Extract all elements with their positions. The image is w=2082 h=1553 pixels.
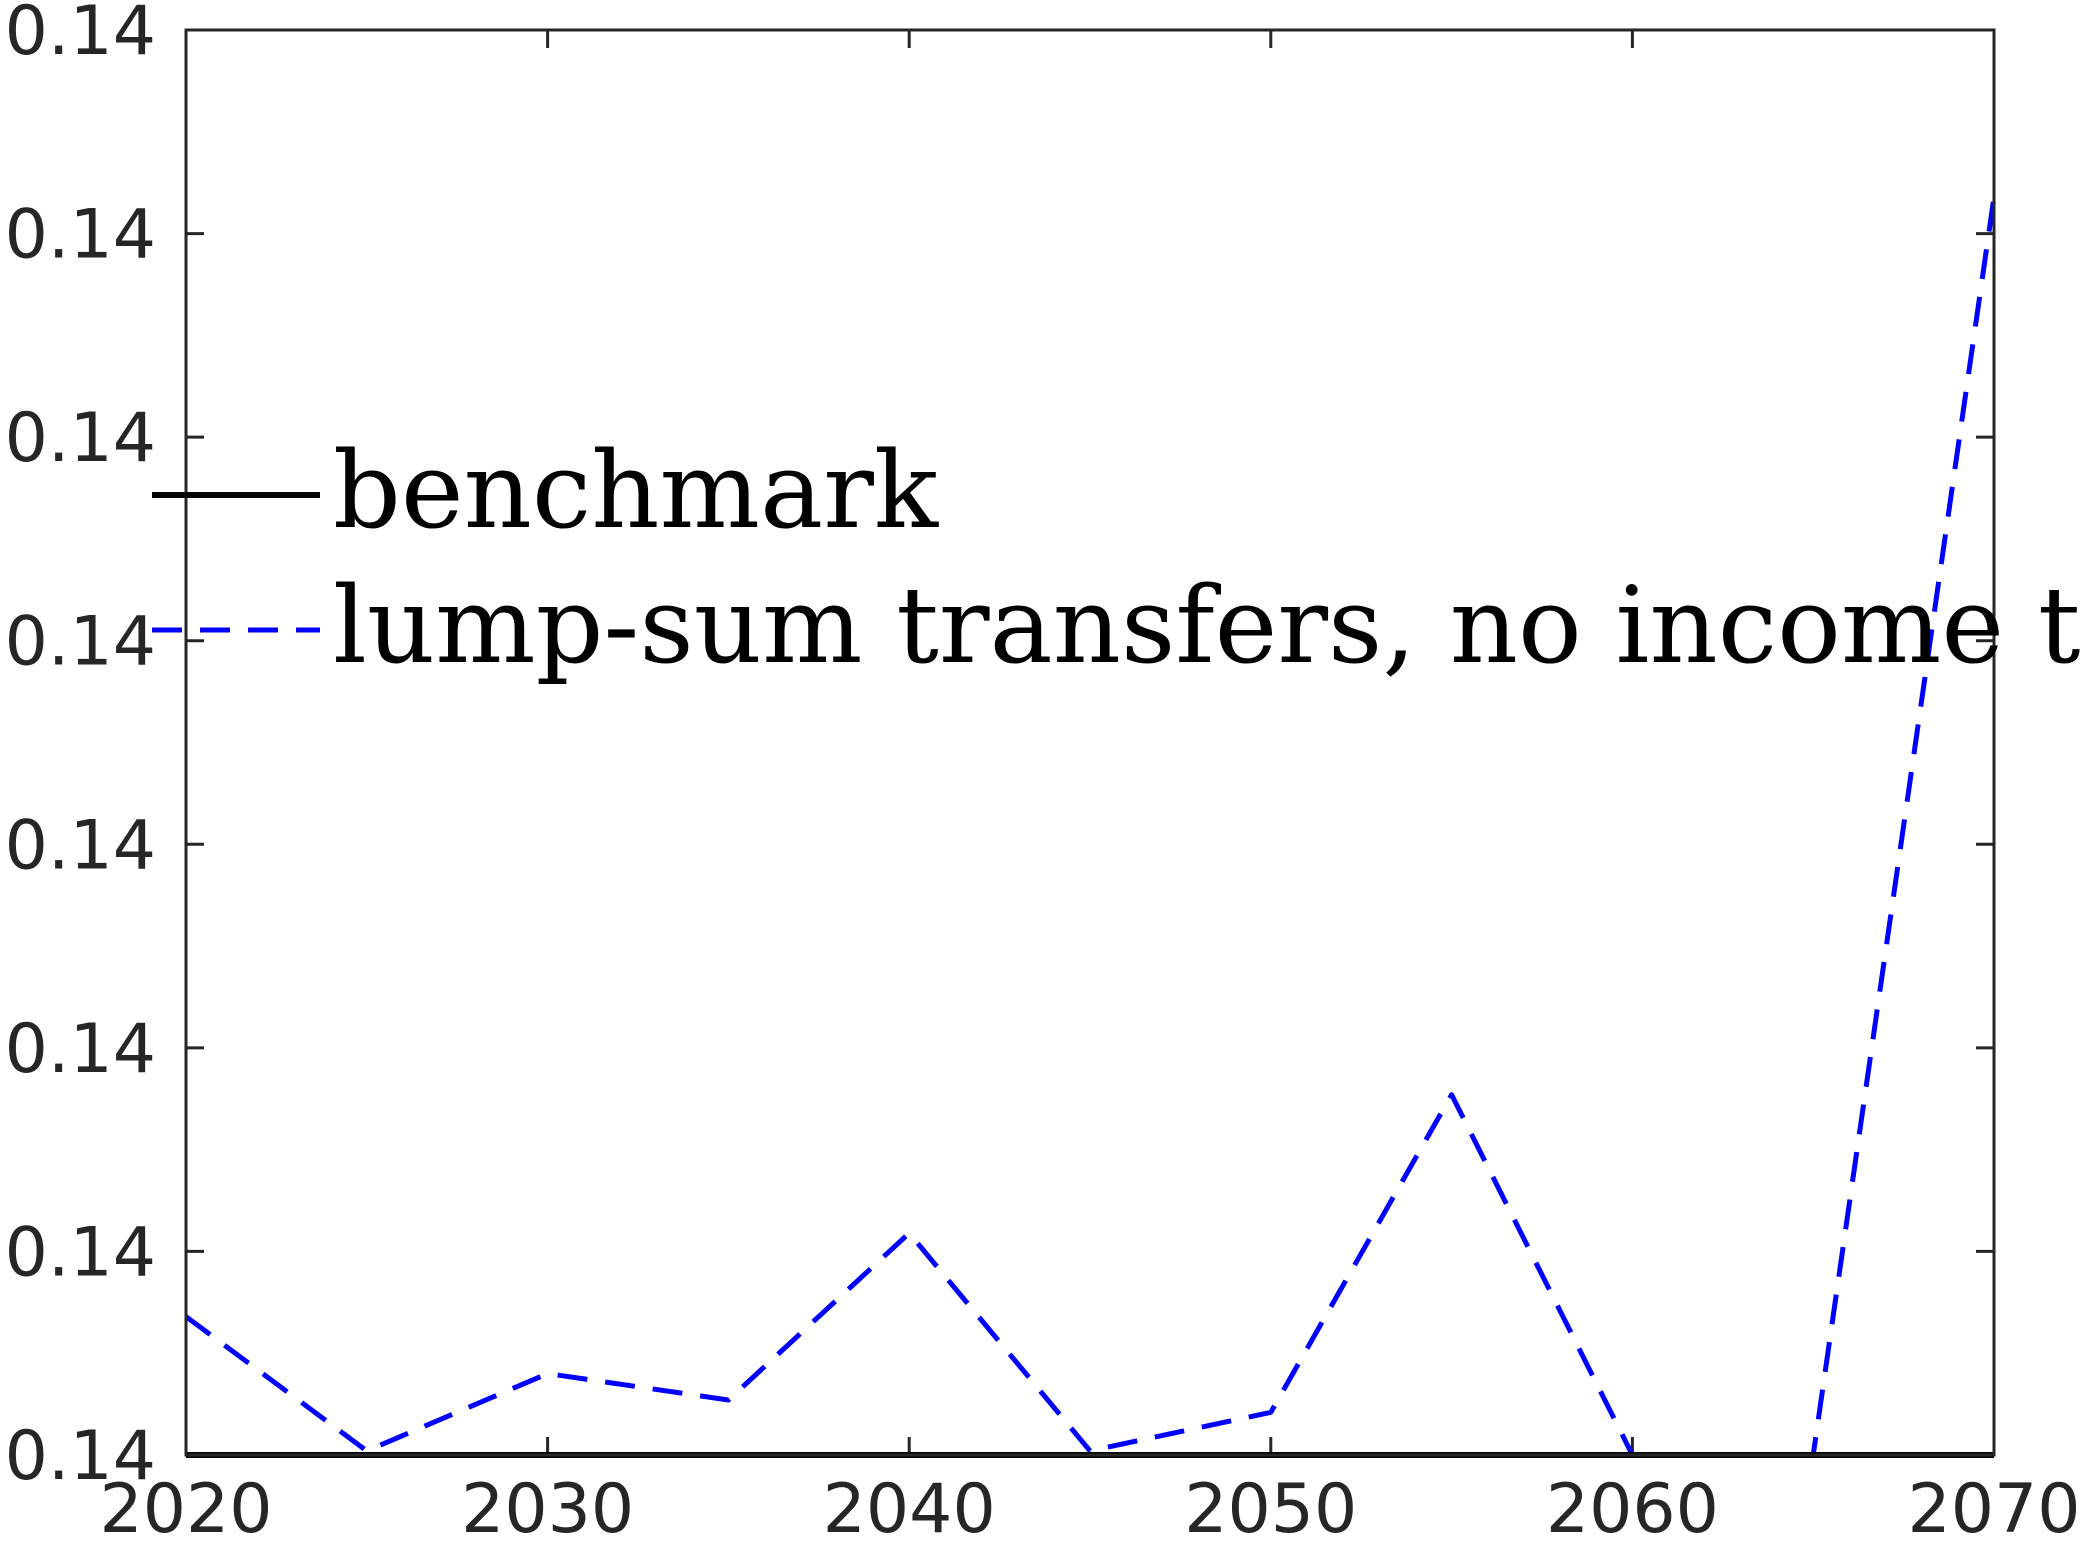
x-tick-label-2060: 2060 xyxy=(1546,1470,1719,1549)
x-tick-label-2070: 2070 xyxy=(1907,1470,2080,1549)
y-tick-label-2: 0.14 xyxy=(5,1010,156,1089)
legend-label-1: lump-sum transfers, no income tax xyxy=(333,564,2082,687)
ticks-layer: 2020 2030 2040 2050 2060 2070 0.14 0.14 0.14 0.14… xyxy=(5,0,2081,1549)
y-tick-label-1: 0.14 xyxy=(5,1213,156,1292)
y-tick-label-3: 0.14 xyxy=(5,806,156,885)
y-tick-label-0: 0.14 xyxy=(5,1417,156,1496)
y-tick-label-5: 0.14 xyxy=(5,399,156,478)
x-tick-label-2020: 2020 xyxy=(99,1470,272,1549)
x-tick-label-2040: 2040 xyxy=(823,1470,996,1549)
y-tick-label-7: 0.14 xyxy=(5,0,156,71)
y-tick-label-4: 0.14 xyxy=(5,603,156,682)
x-tick-label-2030: 2030 xyxy=(461,1470,634,1549)
y-tick-label-6: 0.14 xyxy=(5,196,156,275)
plot-frame xyxy=(184,28,1996,1457)
x-tick-label-2050: 2050 xyxy=(1184,1470,1357,1549)
legend-label-0: benchmark xyxy=(333,429,939,552)
